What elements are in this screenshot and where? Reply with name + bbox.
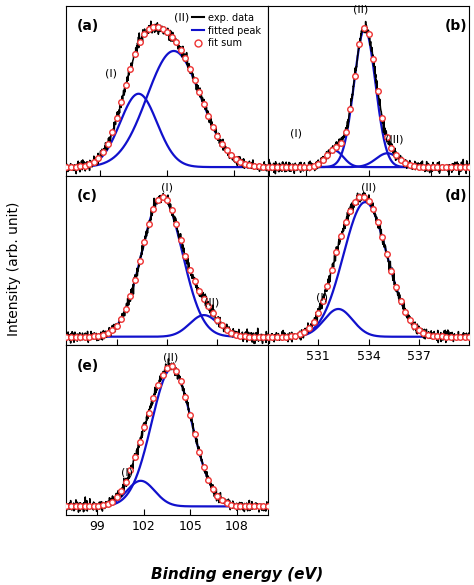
Text: (I): (I) — [121, 467, 133, 477]
Text: (a): (a) — [76, 19, 99, 33]
Text: (b): (b) — [445, 19, 468, 33]
Text: (e): (e) — [76, 359, 99, 373]
Legend: exp. data, fitted peak, fit sum: exp. data, fitted peak, fit sum — [191, 11, 263, 50]
Text: (I): (I) — [290, 128, 302, 138]
Text: Binding energy (eV): Binding energy (eV) — [151, 567, 323, 582]
Text: (III): (III) — [385, 135, 404, 145]
Text: (II): (II) — [204, 298, 219, 308]
Text: (d): (d) — [445, 189, 468, 203]
Text: (I): (I) — [161, 183, 173, 192]
Text: (I): (I) — [316, 292, 328, 303]
Text: (II): (II) — [164, 352, 179, 362]
Text: (II): (II) — [173, 13, 189, 23]
Text: (I): (I) — [105, 69, 117, 79]
Text: Intensity (arb. unit): Intensity (arb. unit) — [7, 202, 21, 336]
Text: (II): (II) — [353, 4, 368, 14]
Text: (II): (II) — [361, 183, 376, 192]
Text: (c): (c) — [76, 189, 98, 203]
